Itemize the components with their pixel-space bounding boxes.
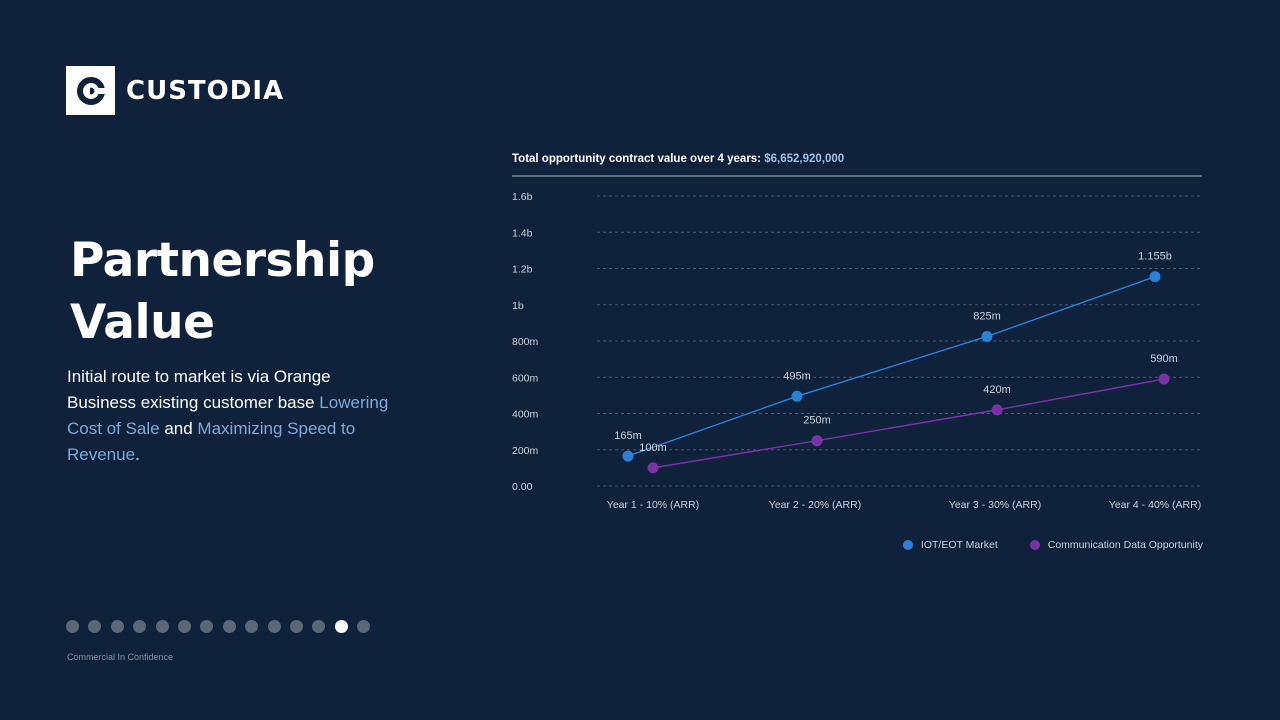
data-point <box>1158 373 1170 385</box>
y-tick-label: 0.00 <box>512 481 533 493</box>
y-tick-label: 1b <box>512 300 524 312</box>
y-tick-label: 200m <box>512 445 539 457</box>
data-point <box>981 330 993 342</box>
slide-pagination <box>66 620 379 633</box>
description-highlight-1: Lowering Cost of Sale <box>67 393 389 438</box>
y-tick-label: 600m <box>512 372 539 384</box>
pagination-dot[interactable] <box>267 620 281 633</box>
pagination-dot[interactable] <box>245 620 259 633</box>
legend-swatch-icon <box>1029 540 1040 550</box>
x-axis-ticks: Year 1 - 10% (ARR) Year 2 - 20% (ARR) Year… <box>607 499 1201 511</box>
pagination-dot[interactable] <box>88 620 102 633</box>
x-tick-label: Year 2 - 20% (ARR) <box>769 499 861 511</box>
data-label: 495m <box>783 370 811 382</box>
custodia-logo-icon <box>66 66 115 115</box>
y-tick-label: 1.2b <box>512 264 533 276</box>
data-point <box>622 450 634 462</box>
pagination-dot[interactable] <box>133 620 147 633</box>
pagination-dot-active[interactable] <box>334 620 348 633</box>
pagination-dot[interactable] <box>289 620 303 633</box>
y-tick-label: 400m <box>512 409 539 421</box>
data-label: 420m <box>983 384 1011 396</box>
series-line <box>652 378 1165 469</box>
confidentiality-note: Commercial In Confidence <box>67 652 174 662</box>
description-text-2: and <box>159 419 198 438</box>
data-label: 825m <box>973 310 1001 322</box>
data-label: 1.155b <box>1138 251 1172 263</box>
pagination-dot[interactable] <box>312 620 326 633</box>
legend-item: IOT/EOT Market <box>902 539 998 551</box>
data-point <box>647 462 659 474</box>
description: Initial route to market is via Orange Bu… <box>67 364 397 468</box>
page-title-line1: Partnership <box>70 233 375 288</box>
data-point <box>791 390 803 402</box>
chart-title: Total opportunity contract value over 4 … <box>512 153 844 165</box>
y-tick-label: 1.4b <box>512 227 533 239</box>
page-title-line2: Value <box>70 295 215 350</box>
legend-label: IOT/EOT Market <box>920 539 998 551</box>
series-points <box>622 271 1170 474</box>
chart-title-label: Total opportunity contract value over 4 … <box>512 153 762 165</box>
description-text-1: Initial route to market is via Orange Bu… <box>67 367 331 412</box>
pagination-dot[interactable] <box>177 620 191 633</box>
pagination-dot[interactable] <box>200 620 214 633</box>
pagination-dot[interactable] <box>110 620 124 633</box>
data-point <box>1149 271 1161 283</box>
series-lines <box>627 275 1165 469</box>
description-highlight-2: Maximizing Speed to Revenue <box>67 419 356 464</box>
data-label: 590m <box>1150 353 1178 365</box>
data-point <box>811 435 823 447</box>
legend-label: Communication Data Opportunity <box>1047 539 1203 551</box>
chart-title-total: $6,652,920,000 <box>764 153 845 165</box>
data-point <box>991 404 1003 416</box>
y-tick-label: 800m <box>512 336 539 348</box>
series-line <box>627 275 1156 457</box>
x-tick-label: Year 3 - 30% (ARR) <box>949 499 1041 511</box>
chart-grid <box>597 195 1202 487</box>
pagination-dot[interactable] <box>155 620 169 633</box>
page-title: Partnership Value <box>70 230 375 354</box>
data-label: 250m <box>803 415 831 427</box>
pagination-dot[interactable] <box>357 620 371 633</box>
data-label: 100m <box>639 442 667 454</box>
brand-logo: CUSTODIA <box>66 66 284 115</box>
x-tick-label: Year 4 - 40% (ARR) <box>1109 499 1201 511</box>
x-tick-label: Year 1 - 10% (ARR) <box>607 499 699 511</box>
legend-item: Communication Data Opportunity <box>1029 539 1203 551</box>
data-label: 165m <box>614 430 642 442</box>
description-text-3: . <box>135 445 140 464</box>
data-labels: 165m 495m 825m 1.155b 100m 250m 420m 590m <box>614 251 1178 454</box>
chart-legend: IOT/EOT Market Communication Data Opportu… <box>871 539 1203 551</box>
y-tick-label: 1.6b <box>512 191 533 203</box>
pagination-dot[interactable] <box>222 620 236 633</box>
y-axis-ticks: 0.00 200m 400m 600m 800m 1b 1.2b 1.4b 1.6b <box>512 191 539 493</box>
pagination-dot[interactable] <box>66 620 79 633</box>
legend-swatch-icon <box>902 540 913 550</box>
brand-name: CUSTODIA <box>126 75 285 106</box>
